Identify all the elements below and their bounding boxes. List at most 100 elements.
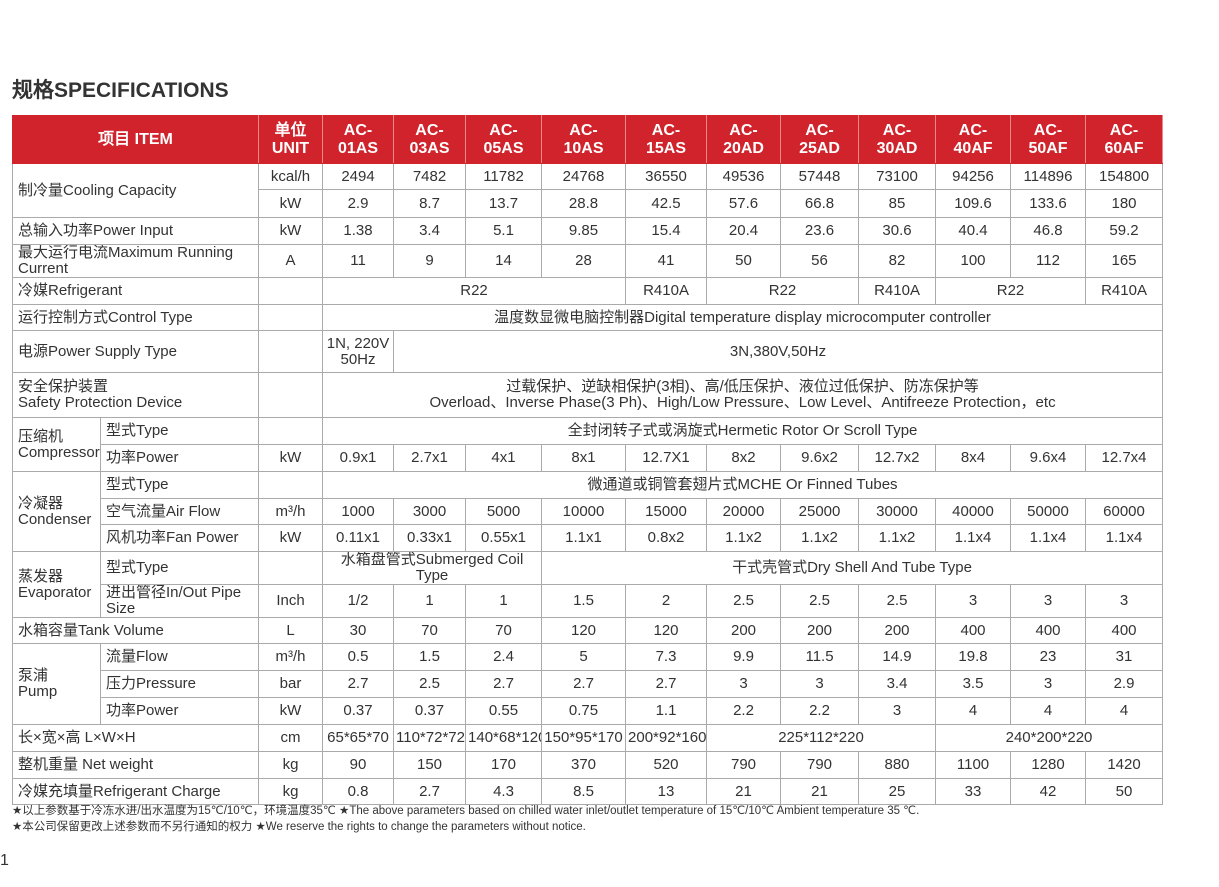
table-cell: 49536 [706, 163, 782, 190]
table-cell: 42.5 [625, 189, 708, 218]
table-cell: 21 [780, 778, 860, 805]
table-cell: 40.4 [935, 217, 1012, 245]
table-row: 冷凝器 Condenser 型式Type 微通道或铜管套翅片式MCHE Or Fin… [12, 471, 1164, 552]
table-cell: 1.1 [625, 697, 708, 725]
table-cell: 0.55 [465, 697, 543, 725]
table-cell: 33 [935, 778, 1012, 805]
table-cell: 3 [935, 584, 1012, 618]
table-cell: kW [258, 217, 324, 245]
table-cell: kg [258, 778, 324, 805]
table-cell: 25 [858, 778, 937, 805]
table-cell: 8.5 [541, 778, 627, 805]
table-cell: 200 [780, 617, 860, 644]
table-cell: 23 [1010, 643, 1087, 671]
table-cell: 1.1x2 [706, 524, 782, 552]
table-cell: R22 [322, 277, 627, 305]
table-cell: m³/h [258, 643, 324, 671]
footnote: ★以上参数基于冷冻水进/出水温度为15℃/10℃，环境温度35℃ ★The ab… [12, 805, 920, 817]
table-cell: 9.9 [706, 643, 782, 671]
table-cell: 泵浦 Pump [12, 643, 101, 725]
table-cell: 2 [625, 584, 708, 618]
table-cell: 9.85 [541, 217, 627, 245]
page-title: 规格SPECIFICATIONS [12, 79, 229, 102]
table-cell: 2.7 [541, 670, 627, 698]
table-cell: 400 [1085, 617, 1164, 644]
table-row: 安全保护装置 Safety Protection Device 过载保护、逆缺相保… [11, 372, 1164, 418]
table-cell: 73100 [858, 163, 937, 190]
table-row: 功率Power kW 0.37 0.37 0.55 0.75 1.1 2.2 2.2 3 4 4 4 [13, 697, 1164, 725]
table-row: 泵浦 Pump 流量Flow m³/h 0.5 1.5 2.4 5 7.3 9.9 11.5 14.… [12, 643, 1164, 725]
table-cell: 3.4 [858, 670, 937, 698]
table-cell: 25000 [780, 498, 860, 525]
table-cell: 112 [1010, 244, 1087, 278]
table-cell: 21 [706, 778, 782, 805]
table-cell: 1100 [935, 751, 1012, 779]
table-cell: 1280 [1010, 751, 1087, 779]
footnote: ★本公司保留更改上述参数而不另行通知的权力 ★We reserve the ri… [12, 821, 586, 833]
table-cell: 微通道或铜管套翅片式MCHE Or Finned Tubes [322, 471, 1164, 499]
table-cell: 109.6 [935, 189, 1012, 218]
table-cell: 3 [1085, 584, 1164, 618]
table-cell: 150*95*170 [541, 724, 627, 752]
empty-cell [258, 417, 324, 445]
table-cell: 23.6 [780, 217, 860, 245]
table-cell: 5 [541, 643, 627, 671]
table-cell: AC- 20AD [706, 115, 782, 164]
table-cell: 2.5 [706, 584, 782, 618]
table-cell: 790 [780, 751, 860, 779]
table-cell: 1.1x1 [541, 524, 627, 552]
table-cell: 1.1x4 [1085, 524, 1164, 552]
table-row: 电源Power Supply Type 1N, 220V 50Hz 3N,380V,… [11, 330, 1164, 373]
table-cell: 154800 [1085, 163, 1164, 190]
empty-cell [258, 471, 324, 499]
table-row: 运行控制方式Control Type 温度数显微电脑控制器Digital temp… [11, 304, 1164, 331]
table-cell: 100 [935, 244, 1012, 278]
table-cell: 110*72*72 [393, 724, 467, 752]
table-cell: 进出管径In/Out Pipe Size [99, 584, 260, 618]
table-cell: 2494 [322, 163, 395, 190]
table-cell: 114896 [1010, 163, 1087, 190]
table-cell: 0.37 [393, 697, 467, 725]
table-cell: 85 [858, 189, 937, 218]
table-cell: AC- 01AS [322, 115, 395, 164]
table-cell: 400 [935, 617, 1012, 644]
table-cell: 全封闭转子式或涡旋式Hermetic Rotor Or Scroll Type [322, 417, 1164, 445]
table-cell: 4.3 [465, 778, 543, 805]
table-cell: 790 [706, 751, 782, 779]
table-cell: 项目 ITEM [11, 115, 260, 164]
table-row: 制冷量Cooling Capacity kcal/h 2494 7482 11782 24… [11, 163, 1164, 218]
table-cell: 8.7 [393, 189, 467, 218]
table-cell: AC- 50AF [1010, 115, 1087, 164]
table-cell: 3000 [393, 498, 467, 525]
table-cell: 型式Type [99, 551, 260, 585]
table-cell: AC- 10AS [541, 115, 627, 164]
table-cell: 133.6 [1010, 189, 1087, 218]
table-cell: 0.8x2 [625, 524, 708, 552]
table-cell: 10000 [541, 498, 627, 525]
table-cell: 36550 [625, 163, 708, 190]
table-cell: kW [258, 697, 324, 725]
table-cell: bar [258, 670, 324, 698]
table-cell: AC- 60AF [1085, 115, 1164, 164]
table-cell: 过载保护、逆缺相保护(3相)、高/低压保护、液位过低保护、防冻保护等 Overl… [322, 372, 1164, 418]
table-cell: 31 [1085, 643, 1164, 671]
table-cell: 压缩机 Compressor [12, 417, 101, 472]
table-row: 水箱容量Tank Volume L 30 70 70 120 120 200 200 200 400… [11, 617, 1164, 644]
table-cell: 单位 UNIT [258, 115, 324, 164]
table-cell: 90 [322, 751, 395, 779]
table-cell: 120 [625, 617, 708, 644]
table-cell: 3N,380V,50Hz [393, 330, 1164, 373]
table-cell: 59.2 [1085, 217, 1164, 245]
table-cell: 1.1x2 [858, 524, 937, 552]
table-row: 风机功率Fan Power kW 0.11x1 0.33x1 0.55x1 1.1x1 0.… [13, 524, 1164, 552]
empty-cell [258, 330, 324, 373]
table-cell: 46.8 [1010, 217, 1087, 245]
table-cell: 2.5 [393, 670, 467, 698]
table-cell: 28 [541, 244, 627, 278]
table-cell: R22 [706, 277, 860, 305]
table-cell: 60000 [1085, 498, 1164, 525]
table-cell: 30 [322, 617, 395, 644]
table-cell: AC- 25AD [780, 115, 860, 164]
table-cell: kW [258, 189, 324, 218]
table-cell: 12.7x4 [1085, 444, 1164, 472]
